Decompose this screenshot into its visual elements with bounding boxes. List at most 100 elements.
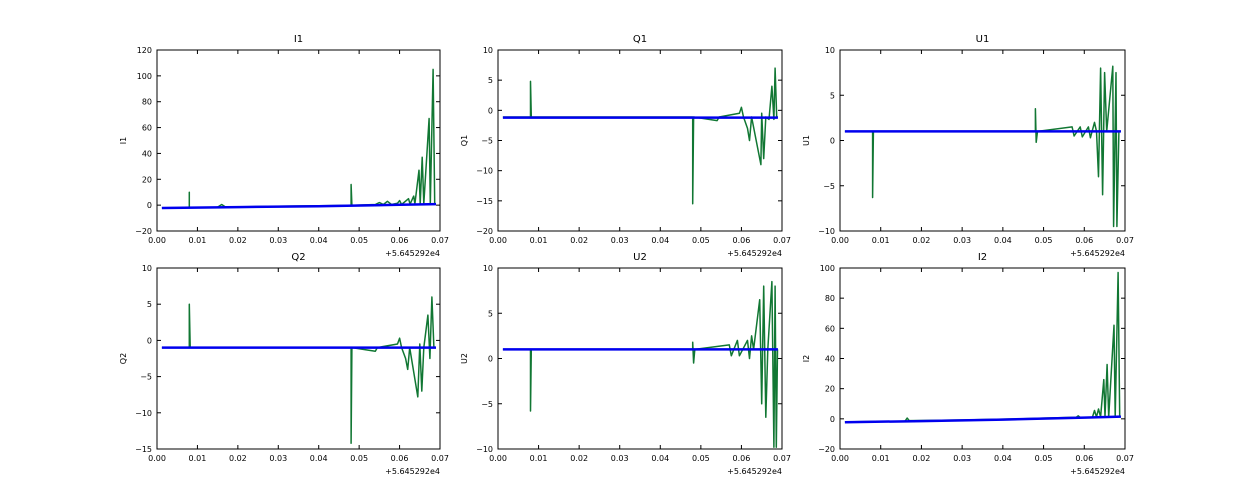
x-tick-label: 0.00	[489, 454, 507, 463]
y-axis-label: I2	[802, 355, 811, 362]
x-tick-label: 0.04	[310, 454, 328, 463]
x-tick-label: 0.07	[1116, 236, 1134, 245]
x-tick-label: 0.01	[530, 454, 548, 463]
x-tick-label: 0.03	[611, 236, 629, 245]
y-tick-label: −5	[481, 137, 493, 146]
x-tick-label: 0.07	[431, 236, 449, 245]
x-tick-label: 0.02	[570, 454, 588, 463]
y-tick-label: 100	[820, 264, 835, 273]
subplot-i1: 0.00 0.01 0.02 0.03 0.04 0.05 0.06 0.07 −20 0 20 40…	[119, 34, 449, 258]
subplot-title: Q1	[633, 34, 647, 45]
x-tick-label: 0.06	[391, 454, 409, 463]
series-line-0	[502, 67, 778, 205]
y-tick-label: −5	[481, 400, 493, 409]
y-axis-label: U1	[802, 135, 811, 146]
axes-frame	[156, 267, 441, 450]
x-tick-label: 0.00	[148, 454, 166, 463]
x-tick-label: 0.00	[148, 236, 166, 245]
x-tick-label: 0.00	[831, 454, 849, 463]
x-offset-label: +5.645292e4	[385, 249, 440, 258]
x-tick-label: 0.02	[229, 236, 247, 245]
y-tick-label: 10	[142, 264, 152, 273]
x-tick-label: 0.03	[953, 454, 971, 463]
x-tick-label: 0.01	[189, 236, 207, 245]
subplot-title: Q2	[291, 252, 305, 263]
y-tick-label: 5	[488, 76, 493, 85]
y-tick-label: 80	[142, 98, 152, 107]
x-offset-label: +5.645292e4	[727, 249, 782, 258]
y-axis-label: Q1	[460, 135, 469, 146]
x-tick-label: 0.07	[1116, 454, 1134, 463]
x-tick-label: 0.02	[229, 454, 247, 463]
subplot-title: U1	[976, 34, 990, 45]
x-tick-label: 0.05	[692, 236, 710, 245]
x-tick-label: 0.07	[431, 454, 449, 463]
x-tick-label: 0.07	[773, 236, 791, 245]
y-tick-label: −15	[135, 445, 152, 454]
x-tick-label: 0.07	[773, 454, 791, 463]
subplot-title: I1	[294, 34, 303, 45]
y-tick-label: 5	[830, 91, 835, 100]
axes-frame	[497, 49, 783, 232]
x-tick-label: 0.00	[489, 236, 507, 245]
x-tick-label: 0.01	[872, 236, 890, 245]
series-line-0	[161, 68, 436, 209]
x-tick-label: 0.06	[733, 454, 751, 463]
axes-frame	[497, 267, 783, 450]
y-tick-label: −10	[476, 167, 493, 176]
x-tick-label: 0.06	[733, 236, 751, 245]
y-axis-label: U2	[460, 353, 469, 364]
y-tick-label: 20	[825, 385, 835, 394]
x-tick-label: 0.03	[269, 454, 287, 463]
y-tick-label: 60	[142, 124, 152, 133]
x-tick-label: 0.04	[651, 454, 669, 463]
x-tick-label: 0.06	[1075, 454, 1093, 463]
series-line-0	[844, 65, 1121, 228]
series-line-0	[844, 271, 1121, 423]
y-tick-label: −20	[135, 227, 152, 236]
y-tick-label: −20	[818, 445, 835, 454]
x-tick-label: 0.06	[391, 236, 409, 245]
y-tick-label: −10	[135, 409, 152, 418]
x-tick-label: 0.05	[1035, 454, 1053, 463]
x-tick-label: 0.01	[872, 454, 890, 463]
x-tick-label: 0.05	[692, 454, 710, 463]
x-tick-label: 0.03	[611, 454, 629, 463]
x-tick-label: 0.02	[913, 454, 931, 463]
x-tick-label: 0.04	[994, 454, 1012, 463]
x-tick-label: 0.04	[651, 236, 669, 245]
x-offset-label: +5.645292e4	[385, 467, 440, 476]
x-tick-label: 0.06	[1075, 236, 1093, 245]
x-offset-label: +5.645292e4	[1070, 249, 1125, 258]
y-tick-label: 20	[142, 175, 152, 184]
y-tick-label: 40	[142, 149, 152, 158]
x-tick-label: 0.02	[570, 236, 588, 245]
x-tick-label: 0.05	[350, 236, 368, 245]
y-tick-label: −10	[476, 445, 493, 454]
y-axis-label: Q2	[119, 353, 128, 364]
x-tick-label: 0.05	[350, 454, 368, 463]
y-tick-label: 0	[488, 106, 493, 115]
subplot-u1: 0.00 0.01 0.02 0.03 0.04 0.05 0.06 0.07 −10 −5 0 5 1…	[802, 34, 1134, 258]
y-tick-label: −20	[476, 227, 493, 236]
y-tick-label: 10	[483, 46, 493, 55]
axes-frame	[156, 49, 441, 232]
y-tick-label: 5	[147, 300, 152, 309]
x-tick-label: 0.03	[953, 236, 971, 245]
axes-frame	[839, 49, 1126, 232]
series-line-1	[844, 415, 1121, 424]
y-tick-label: −5	[823, 182, 835, 191]
y-tick-label: −15	[476, 197, 493, 206]
y-tick-label: 0	[147, 201, 152, 210]
x-tick-label: 0.04	[994, 236, 1012, 245]
y-tick-label: 5	[488, 309, 493, 318]
y-tick-label: −10	[818, 227, 835, 236]
y-tick-label: 0	[830, 415, 835, 424]
y-tick-label: 60	[825, 324, 835, 333]
y-tick-label: 10	[825, 46, 835, 55]
subplot-i2: 0.00 0.01 0.02 0.03 0.04 0.05 0.06 0.07 −20 0 20 40…	[802, 252, 1134, 476]
y-tick-label: 100	[137, 72, 152, 81]
x-tick-label: 0.01	[530, 236, 548, 245]
y-tick-label: 0	[147, 336, 152, 345]
